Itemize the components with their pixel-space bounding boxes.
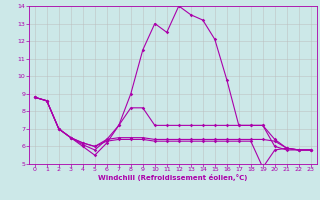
X-axis label: Windchill (Refroidissement éolien,°C): Windchill (Refroidissement éolien,°C) [98,174,247,181]
